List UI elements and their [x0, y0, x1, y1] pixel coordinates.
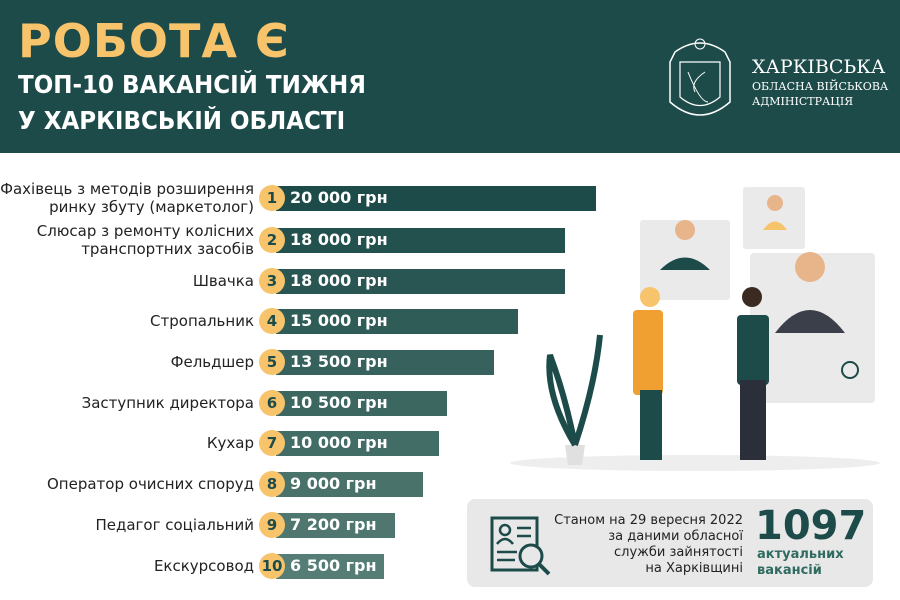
header-banner: РОБОТА Є ТОП-10 ВАКАНСІЙ ТИЖНЯ У ХАРКІВС…: [0, 0, 900, 153]
subtitle-line1: ТОП-10 ВАКАНСІЙ ТИЖНЯ: [18, 70, 366, 99]
rank-badge: 2: [259, 227, 285, 253]
salary-bar: 20 000 грн: [276, 186, 596, 211]
vacancy-count-label: актуальних вакансій: [757, 547, 844, 579]
logo-line3: АДМІНІСТРАЦІЯ: [752, 95, 854, 108]
info-line2: за даними обласної: [608, 529, 743, 544]
salary-bar: 10 000 грн: [276, 431, 439, 456]
value-label: 13 500 грн: [290, 352, 388, 371]
count-label1: актуальних: [757, 547, 844, 562]
value-label: 18 000 грн: [290, 271, 388, 290]
info-panel: Станом на 29 вересня 2022 за даними обла…: [467, 499, 873, 587]
category-label: Швачка: [193, 272, 254, 290]
value-label: 10 000 грн: [290, 433, 388, 452]
logo-line2: ОБЛАСНА ВІЙСЬКОВА: [752, 80, 889, 93]
category-label-line: ринку збуту (маркетолог): [49, 198, 254, 216]
salary-bar: 13 500 грн: [276, 350, 494, 375]
vacancy-count: 1097: [755, 503, 867, 549]
value-label: 20 000 грн: [290, 188, 388, 207]
rank-badge: 7: [259, 430, 285, 456]
value-label: 15 000 грн: [290, 311, 388, 330]
salary-bar: 10 500 грн: [276, 391, 447, 416]
category-label-line: Кухар: [206, 434, 254, 452]
category-label: Заступник директора: [82, 394, 254, 412]
logo-text: ХАРКІВСЬКА ОБЛАСНА ВІЙСЬКОВА АДМІНІСТРАЦ…: [752, 56, 888, 108]
rank-badge: 6: [259, 390, 285, 416]
rank-badge: 1: [259, 185, 285, 211]
category-label-line: Екскурсовод: [153, 557, 254, 575]
info-text: Станом на 29 вересня 2022 за даними обла…: [547, 513, 743, 577]
rank-badge: 10: [259, 553, 285, 579]
category-label-line: Оператор очисних споруд: [47, 475, 254, 493]
logo-line1: ХАРКІВСЬКА: [752, 56, 886, 78]
category-label: Педагог соціальний: [95, 516, 254, 534]
office-illustration: [510, 187, 880, 471]
rank-badge: 3: [259, 268, 285, 294]
rank-badge: 4: [259, 308, 285, 334]
resume-search-icon: [490, 516, 551, 576]
category-label: Екскурсовод: [154, 557, 254, 575]
category-label: Оператор очисних споруд: [47, 475, 254, 493]
category-label-line: Швачка: [192, 272, 254, 290]
info-line3: служби зайнятості: [614, 545, 743, 560]
rank-badge: 9: [259, 512, 285, 538]
salary-bar: 7 200 грн: [276, 513, 396, 538]
rank-badge: 5: [259, 349, 285, 375]
category-label: Фельдшер: [171, 353, 254, 371]
category-label-line: транспортних засобів: [81, 240, 254, 258]
value-label: 10 500 грн: [290, 393, 388, 412]
salary-bar: 15 000 грн: [276, 309, 518, 334]
value-label: 6 500 грн: [290, 556, 377, 575]
value-label: 7 200 грн: [290, 515, 377, 534]
category-label-line: Фахівець з методів розширення: [0, 180, 254, 198]
category-label: Кухар: [207, 434, 254, 452]
page-title: РОБОТА Є: [18, 14, 290, 68]
category-label: Стропальник: [150, 312, 254, 330]
salary-bar: 9 000 грн: [276, 472, 424, 497]
value-label: 18 000 грн: [290, 230, 388, 249]
salary-bar: 6 500 грн: [276, 554, 385, 579]
value-label: 9 000 грн: [290, 474, 377, 493]
salary-bar: 18 000 грн: [276, 228, 565, 253]
category-label-line: Фельдшер: [170, 353, 254, 371]
subtitle-line2: У ХАРКІВСЬКІЙ ОБЛАСТІ: [18, 106, 346, 135]
category-label-line: Педагог соціальний: [95, 516, 254, 534]
category-label-line: Заступник директора: [81, 394, 254, 412]
salary-bar: 18 000 грн: [276, 269, 565, 294]
rank-badge: 8: [259, 471, 285, 497]
category-label: Слюсар з ремонту колісних транспортних за…: [37, 222, 254, 258]
category-label: Фахівець з методів розширення ринку збуту…: [0, 180, 254, 216]
category-label-line: Стропальник: [150, 312, 254, 330]
category-label-line: Слюсар з ремонту колісних: [36, 222, 254, 240]
coat-of-arms-icon: [669, 38, 731, 116]
count-label2: вакансій: [757, 563, 822, 578]
info-line4: на Харківщині: [645, 561, 743, 576]
info-line1: Станом на 29 вересня 2022: [554, 513, 743, 528]
